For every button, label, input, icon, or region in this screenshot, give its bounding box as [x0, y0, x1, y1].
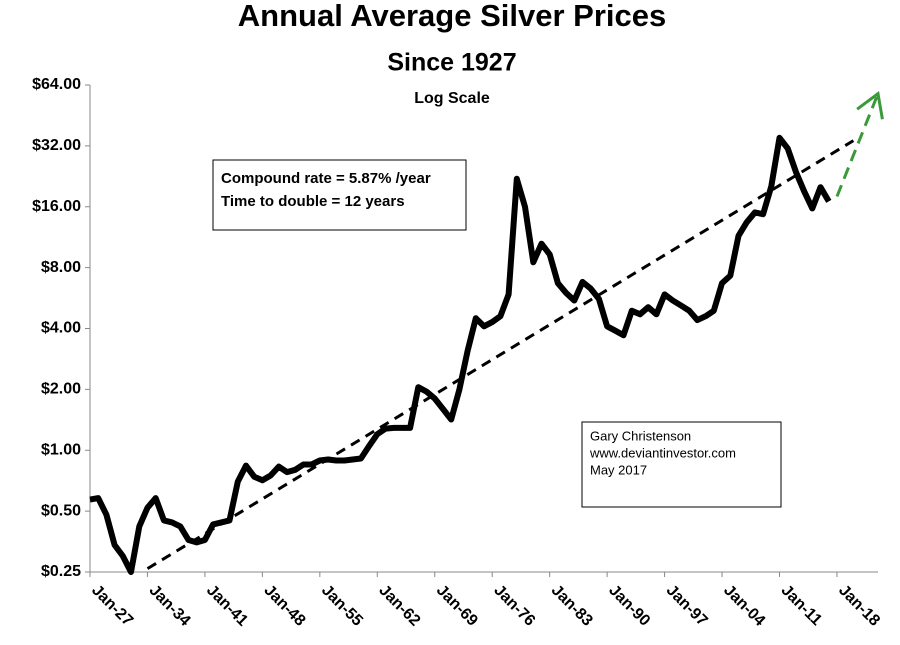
- y-tick-label: $8.00: [41, 259, 81, 276]
- x-tick-label: Jan-04: [720, 582, 768, 630]
- x-tick-label: Jan-97: [663, 582, 711, 630]
- chart-subtitle: Since 1927: [387, 49, 516, 77]
- annotation-text: Gary Christenson: [590, 428, 691, 443]
- annotation-text: Compound rate = 5.87% /year: [221, 170, 431, 187]
- y-tick-label: $2.00: [41, 381, 81, 398]
- annotation-box: [581, 421, 782, 508]
- x-tick-label: Jan-83: [548, 582, 596, 630]
- price-line: [89, 134, 832, 575]
- y-tick-label: $64.00: [32, 76, 81, 93]
- x-tick-label: Jan-11: [778, 582, 825, 629]
- annotation-text: www.deviantinvestor.com: [589, 445, 736, 460]
- x-tick-label: Jan-34: [146, 582, 194, 630]
- x-tick-label: Jan-62: [375, 582, 423, 630]
- x-tick-label: Jan-18: [835, 582, 883, 630]
- y-tick-label: $16.00: [32, 198, 81, 215]
- x-tick-label: Jan-90: [605, 582, 653, 630]
- x-tick-label: Jan-76: [490, 582, 538, 630]
- x-tick-label: Jan-48: [261, 582, 309, 630]
- y-tick-label: $1.00: [41, 441, 81, 458]
- x-tick-label: Jan-69: [433, 582, 481, 630]
- trend-line: [146, 139, 855, 570]
- annotation-text: Time to double = 12 years: [221, 193, 405, 210]
- arrow-head: [856, 90, 884, 120]
- x-tick-label: Jan-55: [318, 582, 366, 630]
- x-tick-label: Jan-41: [203, 582, 251, 630]
- scale-note: Log Scale: [414, 90, 490, 107]
- chart-title: Annual Average Silver Prices: [238, 0, 666, 33]
- x-tick-label: Jan-27: [88, 582, 136, 630]
- y-tick-label: $4.00: [41, 320, 81, 337]
- annotation-box: [212, 159, 467, 231]
- annotation-text: May 2017: [590, 462, 647, 477]
- y-tick-label: $0.50: [41, 502, 81, 519]
- y-tick-label: $0.25: [41, 563, 81, 580]
- y-tick-label: $32.00: [32, 137, 81, 154]
